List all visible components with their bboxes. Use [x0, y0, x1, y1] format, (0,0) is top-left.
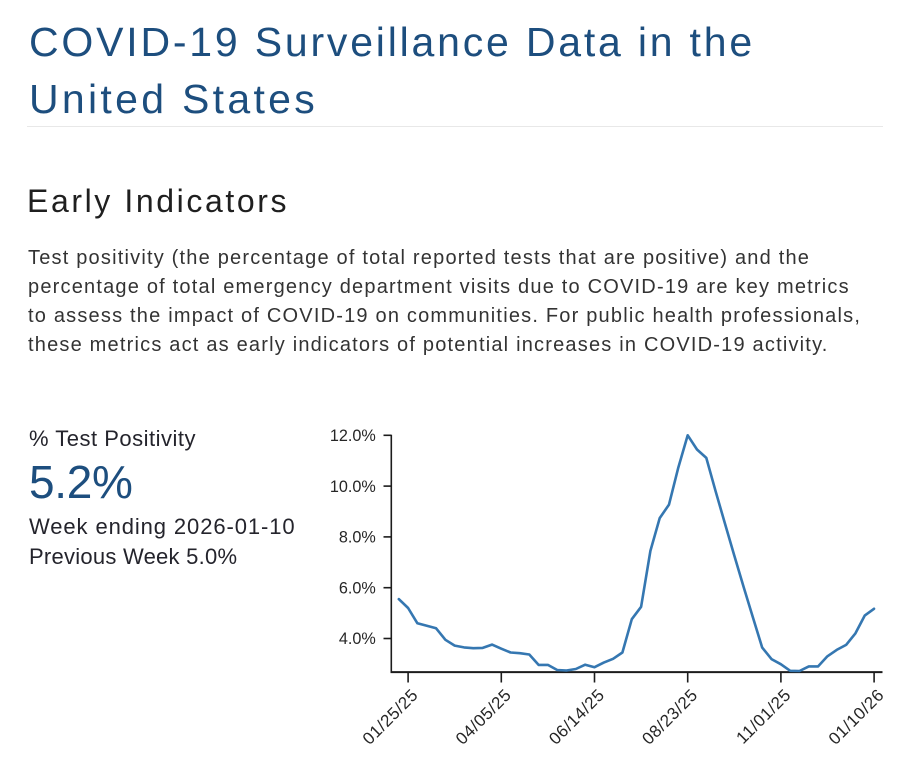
- svg-text:12.0%: 12.0%: [330, 427, 376, 445]
- svg-text:11/01/25: 11/01/25: [733, 685, 795, 747]
- svg-text:4.0%: 4.0%: [339, 630, 376, 648]
- svg-text:6.0%: 6.0%: [339, 579, 376, 597]
- svg-text:01/25/25: 01/25/25: [359, 685, 422, 748]
- svg-text:04/05/25: 04/05/25: [452, 685, 515, 748]
- svg-text:8.0%: 8.0%: [339, 529, 376, 547]
- svg-text:10.0%: 10.0%: [330, 478, 376, 496]
- svg-text:01/10/26: 01/10/26: [825, 685, 888, 748]
- svg-text:08/23/25: 08/23/25: [638, 685, 701, 748]
- svg-text:06/14/25: 06/14/25: [545, 685, 608, 748]
